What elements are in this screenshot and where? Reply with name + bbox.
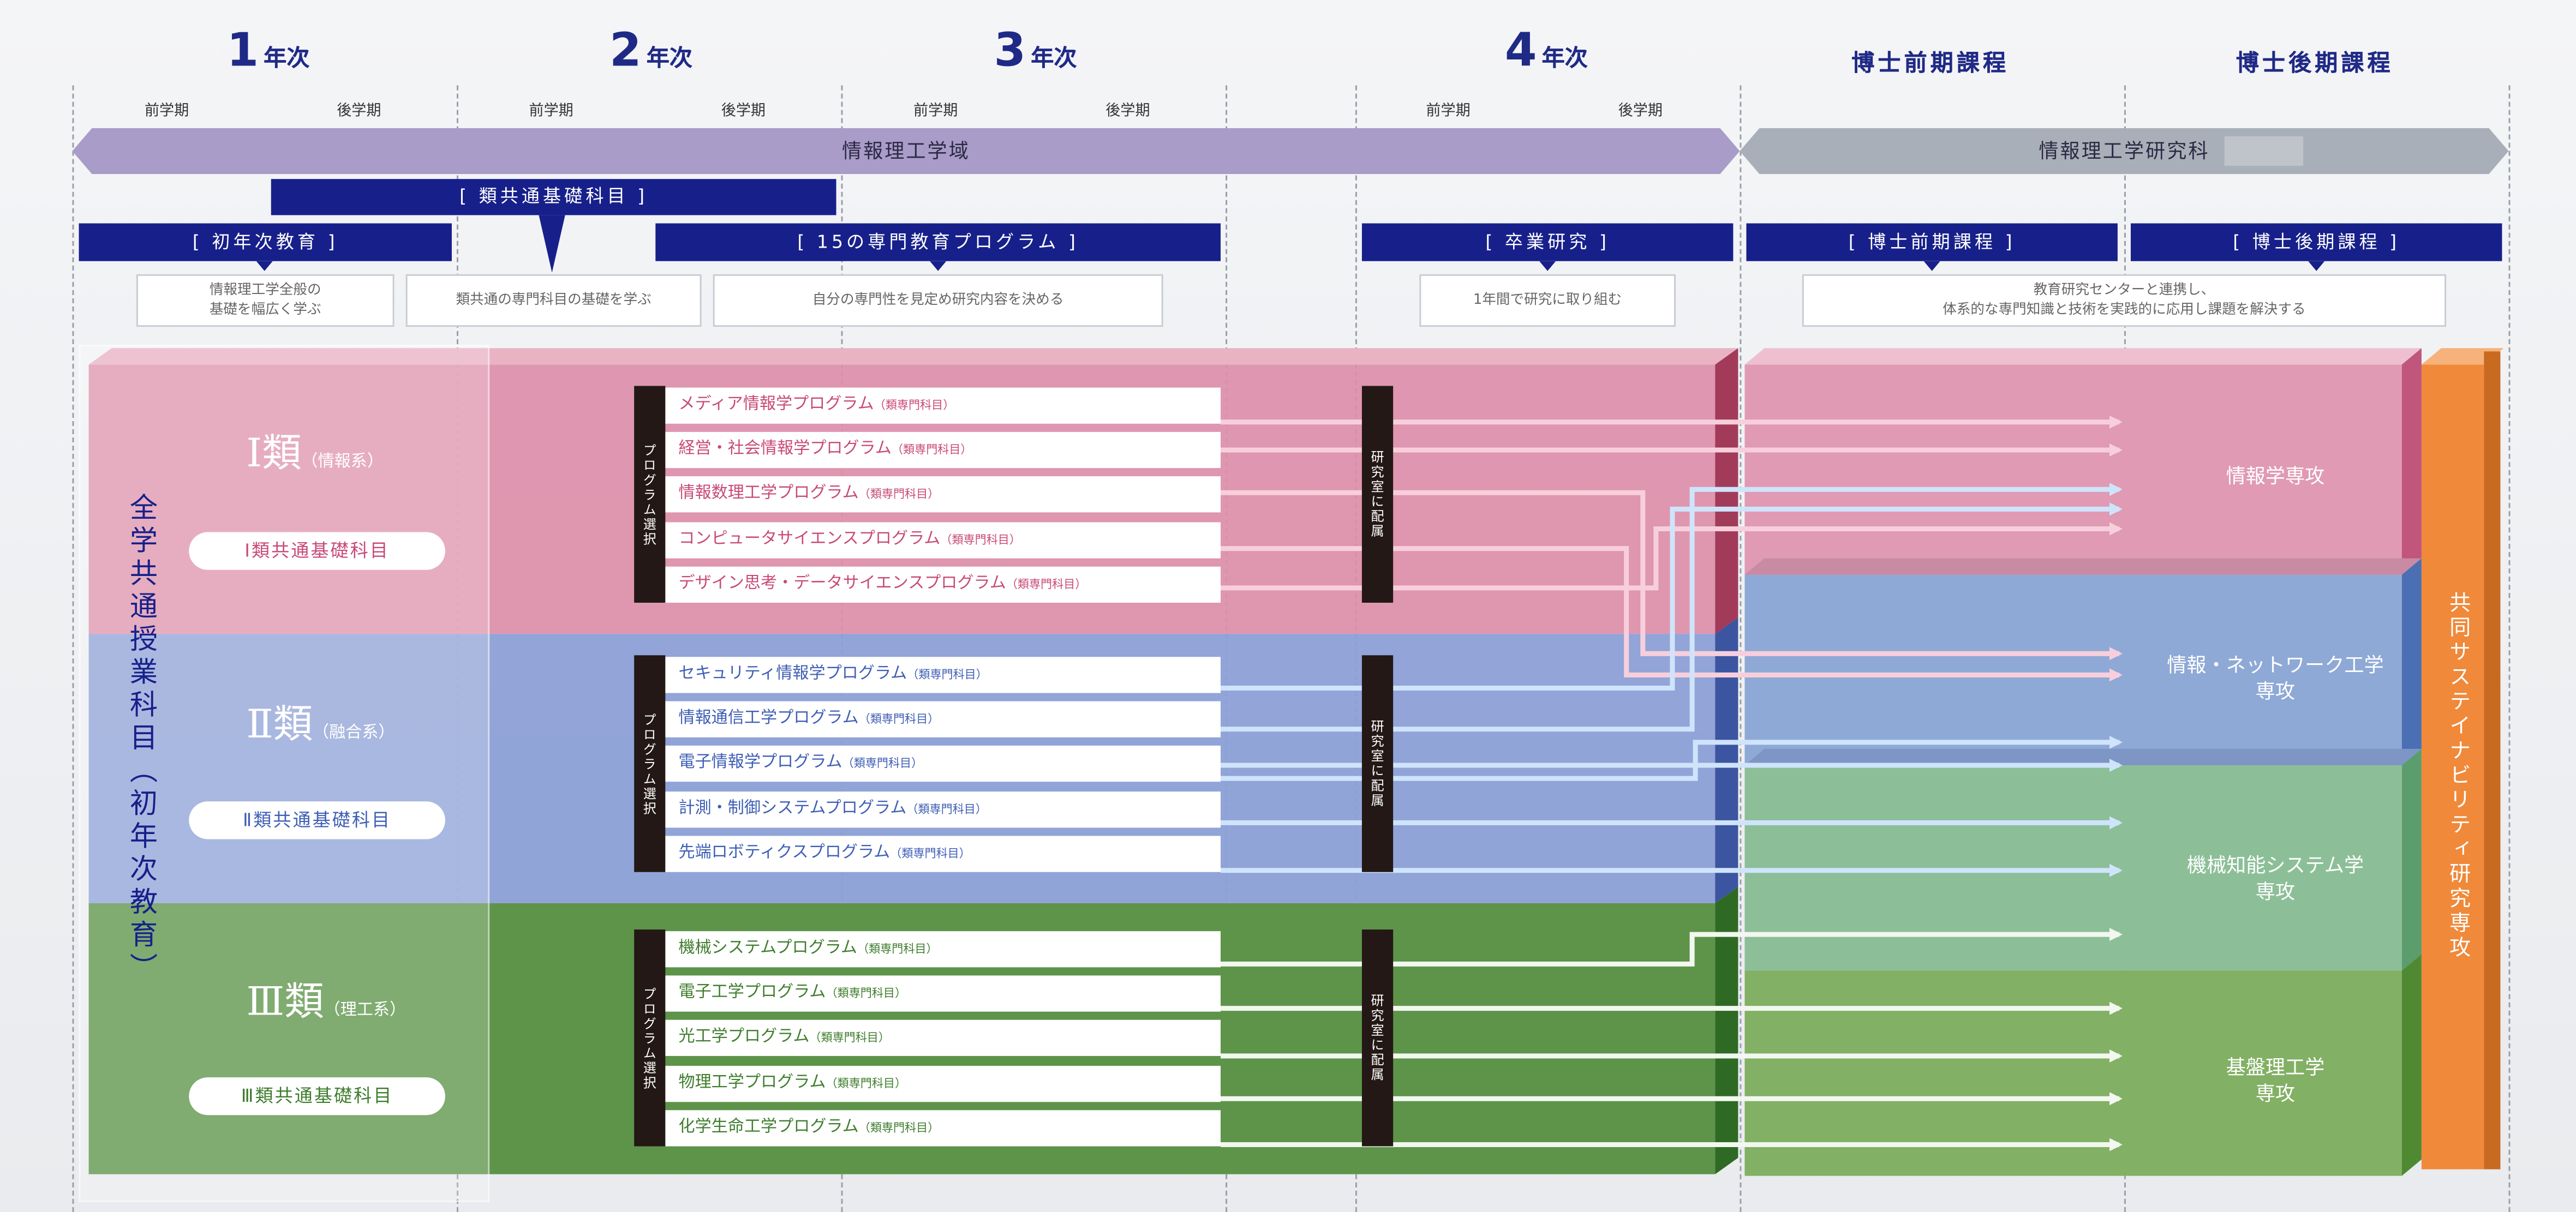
program-item: 物理工学プログラム（類専門科目） [665,1066,1221,1102]
program-item: デザイン思考・データサイエンスプログラム（類専門科目） [665,566,1221,603]
grad-arrow-label: 情報理工学研究科 [2039,139,2210,163]
lab-assign-bar-3: 研究室に配属 [1361,929,1394,1147]
year1-header: 1 年次 [226,23,310,77]
grad-band-info [1744,364,2402,575]
arrow-blank-patch [2224,136,2304,166]
header-common-basic: [ 類共通基礎科目 ] [271,179,836,215]
grid-line [2508,85,2511,1212]
grid-line [1740,85,1742,1212]
program-item: コンピュータサイエンスプログラム（類専門科目） [665,522,1221,559]
joint-major-label: 共同サステイナビリティ研究専攻 [2444,591,2470,961]
semester-label: 前学期 [913,103,958,120]
doctor-post-header: 博士後期課程 [2236,51,2394,77]
program-item: 経営・社会情報学プログラム（類専門科目） [665,431,1221,469]
header-programs15: [ 15の専門教育プログラム ] [655,223,1221,261]
class1-title: Ⅰ類（情報系） [246,430,384,477]
program-item: 機械システムプログラム（類専門科目） [665,931,1221,968]
program-item: 化学生命工学プログラム（類専門科目） [665,1110,1221,1147]
grad-band-basic [1744,970,2402,1176]
program-item: 電子工学プログラム（類専門科目） [665,975,1221,1012]
major-info: 情報学専攻 [2226,465,2325,488]
header-notches [256,261,2325,271]
grad-band-network [1744,574,2402,766]
class3-title: Ⅲ類（理工系） [246,979,407,1025]
desc-graduate: 教育研究センターと連携し、 体系的な専門知識と技術を実践的に応用し課題を解決する [1802,274,2447,327]
program-item: 情報数理工学プログラム（類専門科目） [665,476,1221,513]
grad-3d-edges [1744,348,2504,1176]
callout-pointer [539,215,565,273]
undergrad-arrow [72,128,1740,175]
desc-common-basic: 類共通の専門科目の基礎を学ぶ [405,274,702,327]
desc-programs15: 自分の専門性を見定め研究内容を決める [713,274,1163,327]
joint-major-bar [2421,364,2484,1169]
class2-pill: Ⅱ類共通基礎科目 [189,801,445,839]
lab-assign-bar-1: 研究室に配属 [1361,386,1394,603]
lab-assign-bar-2: 研究室に配属 [1361,655,1394,872]
major-mech: 機械知能システム学 専攻 [2186,854,2364,903]
arrow-banners [72,128,2509,175]
semester-label: 後学期 [1618,103,1663,120]
program-item: メディア情報学プログラム（類専門科目） [665,387,1221,424]
undergrad-arrow-label: 情報理工学域 [841,139,970,163]
year2-header: 2 年次 [609,23,693,77]
major-network: 情報・ネットワーク工学 専攻 [2167,653,2384,703]
major-basic: 基盤理工学 専攻 [2226,1055,2325,1106]
program-item: 先端ロボティクスプログラム（類専門科目） [665,836,1221,872]
program-item: 情報通信工学プログラム（類専門科目） [665,701,1221,737]
grad-arrow [1740,128,2509,175]
class1-pill: Ⅰ類共通基礎科目 [189,532,445,570]
semester-label: 後学期 [721,103,766,120]
program-item: セキュリティ情報学プログラム（類専門科目） [665,657,1221,693]
desc-graduation: 1年間で研究に取り組む [1419,274,1676,327]
class3-pill: Ⅲ類共通基礎科目 [189,1077,445,1115]
semester-label: 後学期 [1105,103,1150,120]
all-common-column [79,345,490,1202]
all-common-label: 全学共通授業科目（初年次教育） [123,493,157,986]
program-item: 光工学プログラム（類専門科目） [665,1019,1221,1056]
semester-label: 前学期 [144,103,189,120]
class2-title: Ⅱ類（融合系） [246,701,395,747]
program-select-bar-2: プログラム選択 [634,655,666,872]
grid-line [72,85,74,1212]
year4-header: 4 年次 [1504,23,1588,77]
joint-major-edge [2484,351,2501,1169]
semester-label: 後学期 [337,103,381,120]
header-doctor-pre: [ 博士前期課程 ] [1746,223,2118,261]
program-item: 電子情報学プログラム（類専門科目） [665,745,1221,782]
header-graduation: [ 卒業研究 ] [1361,223,1734,261]
program-select-bar-1: プログラム選択 [634,386,666,603]
semester-label: 前学期 [1426,103,1471,120]
program-select-bar-3: プログラム選択 [634,929,666,1147]
desc-first-year: 情報理工学全般の 基礎を幅広く学ぶ [136,274,395,327]
program-item: 計測・制御システムプログラム（類専門科目） [665,791,1221,828]
header-doctor-post: [ 博士後期課程 ] [2131,223,2502,261]
header-first-year: [ 初年次教育 ] [79,223,452,261]
doctor-pre-header: 博士前期課程 [1851,51,2010,77]
year3-header: 3 年次 [994,23,1077,77]
semester-label: 前学期 [529,103,573,120]
